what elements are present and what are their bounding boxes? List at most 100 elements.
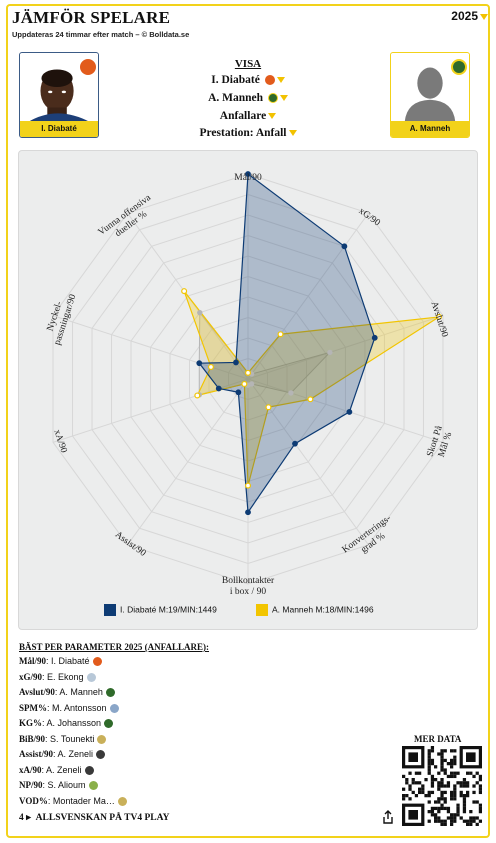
team-badge-icon — [267, 93, 278, 104]
series-point-0 — [235, 389, 242, 396]
series-point-1 — [181, 288, 188, 295]
team-badge-icon — [86, 672, 96, 682]
best-param: NP/90 — [19, 780, 43, 790]
position-select[interactable]: Anfallare — [130, 110, 366, 122]
series-area-0 — [198, 172, 376, 514]
team-badge-icon — [264, 75, 275, 86]
axis-label: xA/90 — [51, 429, 68, 455]
team-badge-icon — [80, 59, 96, 75]
axis-label: Bollkontakter i box / 90 — [222, 576, 275, 597]
team-badge-icon — [104, 719, 114, 729]
legend-label: A. Manneh M:18/MIN:1496 — [272, 604, 374, 615]
series-point-0 — [346, 409, 353, 415]
series-point-1 — [265, 404, 272, 411]
axis-label: Assist/90 — [113, 530, 148, 559]
best-row: xA/90: A. Zeneli — [19, 765, 94, 775]
player-card-right[interactable]: A. Manneh — [390, 52, 470, 138]
series-point-0 — [292, 440, 298, 447]
series-point-0 — [341, 243, 348, 250]
best-param: BiB/90 — [19, 733, 46, 744]
best-param: Mål/90 — [19, 656, 46, 666]
axis-label: Skott PåMål % — [424, 424, 455, 462]
team-badge-icon — [84, 765, 94, 775]
player2-select-value: A. Manneh — [208, 92, 264, 104]
series-point-2 — [197, 309, 203, 316]
axis-label: xG/90 — [357, 206, 382, 228]
best-param: xA/90 — [19, 764, 42, 775]
performance-select-value: Prestation: Anfall — [199, 127, 287, 139]
team-badge-icon — [96, 750, 106, 760]
chevron-down-icon — [288, 130, 297, 137]
best-param: KG% — [19, 718, 43, 728]
series-point-1 — [245, 482, 252, 489]
chevron-down-icon — [480, 13, 488, 20]
axis-label: Konverterings-grad % — [341, 513, 400, 564]
series-point-1 — [241, 380, 248, 387]
best-param: SPM% — [19, 702, 47, 713]
performance-select[interactable]: Prestation: Anfall — [130, 127, 366, 139]
series-point-1 — [436, 313, 443, 320]
team-badge-icon — [97, 734, 107, 744]
footer-tv4-link[interactable]: 4 ▸ ALLSVENSKAN PÅ TV4 PLAY — [19, 812, 169, 823]
axis-label: Vunna offensivadueller % — [96, 192, 160, 247]
radar-chart-panel: Mål/90 xG/90 Avslut/90 Skott PåMål % Konvert… — [18, 150, 478, 630]
year-select[interactable]: 2025 — [451, 9, 488, 23]
best-row: NP/90: S. Alioum — [19, 780, 98, 791]
team-badge-icon — [117, 796, 127, 806]
team-badge-icon — [92, 657, 102, 667]
series-point-1 — [207, 363, 214, 370]
series-point-1 — [277, 331, 284, 338]
best-player: S. Tounekti — [50, 733, 95, 744]
axis-label: Nyckel-passningar/90 — [42, 290, 78, 347]
best-row: xG/90: E. Ekong — [19, 672, 96, 682]
position-select-value: Anfallare — [219, 110, 267, 122]
player2-select[interactable]: A. Manneh — [130, 92, 366, 104]
series-point-0 — [215, 385, 222, 392]
best-player: I. Diabaté — [51, 656, 90, 666]
best-player: A. Johansson — [46, 718, 102, 728]
best-row: VOD%: Montader Ma… — [19, 796, 127, 806]
series-point-0 — [371, 334, 378, 341]
best-param: Avslut/90 — [19, 687, 55, 697]
year-value: 2025 — [451, 9, 478, 23]
series-point-2 — [288, 390, 294, 396]
best-row: Mål/90: I. Diabaté — [19, 656, 102, 667]
chevron-down-icon — [276, 77, 285, 84]
best-row: KG%: A. Johansson — [19, 718, 114, 729]
legend-swatch — [104, 604, 116, 616]
player1-select[interactable]: I. Diabaté — [130, 74, 366, 86]
series-point-0 — [245, 171, 251, 177]
series-point-0 — [196, 360, 203, 367]
legend-item-diabate: I. Diabaté M:19/MIN:1449 — [104, 604, 217, 616]
tv4-logo: 4 — [19, 813, 24, 823]
best-row: Assist/90: A. Zeneli — [19, 749, 106, 760]
share-icon[interactable] — [382, 810, 394, 824]
player-name-left: I. Diabaté — [20, 121, 98, 137]
series-point-1 — [307, 396, 314, 403]
best-param: xG/90 — [19, 671, 43, 682]
chevron-down-icon — [279, 95, 288, 102]
best-player: M. Antonsson — [52, 702, 107, 713]
series-point-2 — [327, 349, 333, 356]
legend-item-manneh: A. Manneh M:18/MIN:1496 — [256, 604, 374, 616]
legend-swatch — [256, 604, 268, 616]
qr-code[interactable] — [402, 746, 482, 826]
grid-spoke — [52, 378, 249, 443]
best-row: SPM%: M. Antonsson — [19, 703, 119, 713]
grid-spoke — [247, 378, 444, 443]
series-point-1 — [194, 392, 201, 399]
page-subtitle: Uppdateras 24 timmar efter match – © Bol… — [12, 30, 190, 39]
play-icon: ▸ — [26, 813, 31, 823]
mer-data-label: MER DATA — [414, 734, 462, 744]
best-player: A. Manneh — [59, 687, 103, 697]
grid-spoke — [247, 212, 369, 380]
page-title: JÄMFÖR SPELARE — [12, 8, 171, 27]
grid-spoke — [247, 315, 444, 380]
grid-spoke — [52, 315, 249, 380]
best-player: A. Zeneli — [57, 749, 94, 759]
footer-text: ALLSVENSKAN PÅ TV4 PLAY — [35, 813, 170, 823]
best-row: BiB/90: S. Tounekti — [19, 733, 107, 744]
player-card-left[interactable]: I. Diabaté — [19, 52, 99, 138]
best-player: Montader Ma… — [52, 795, 115, 806]
